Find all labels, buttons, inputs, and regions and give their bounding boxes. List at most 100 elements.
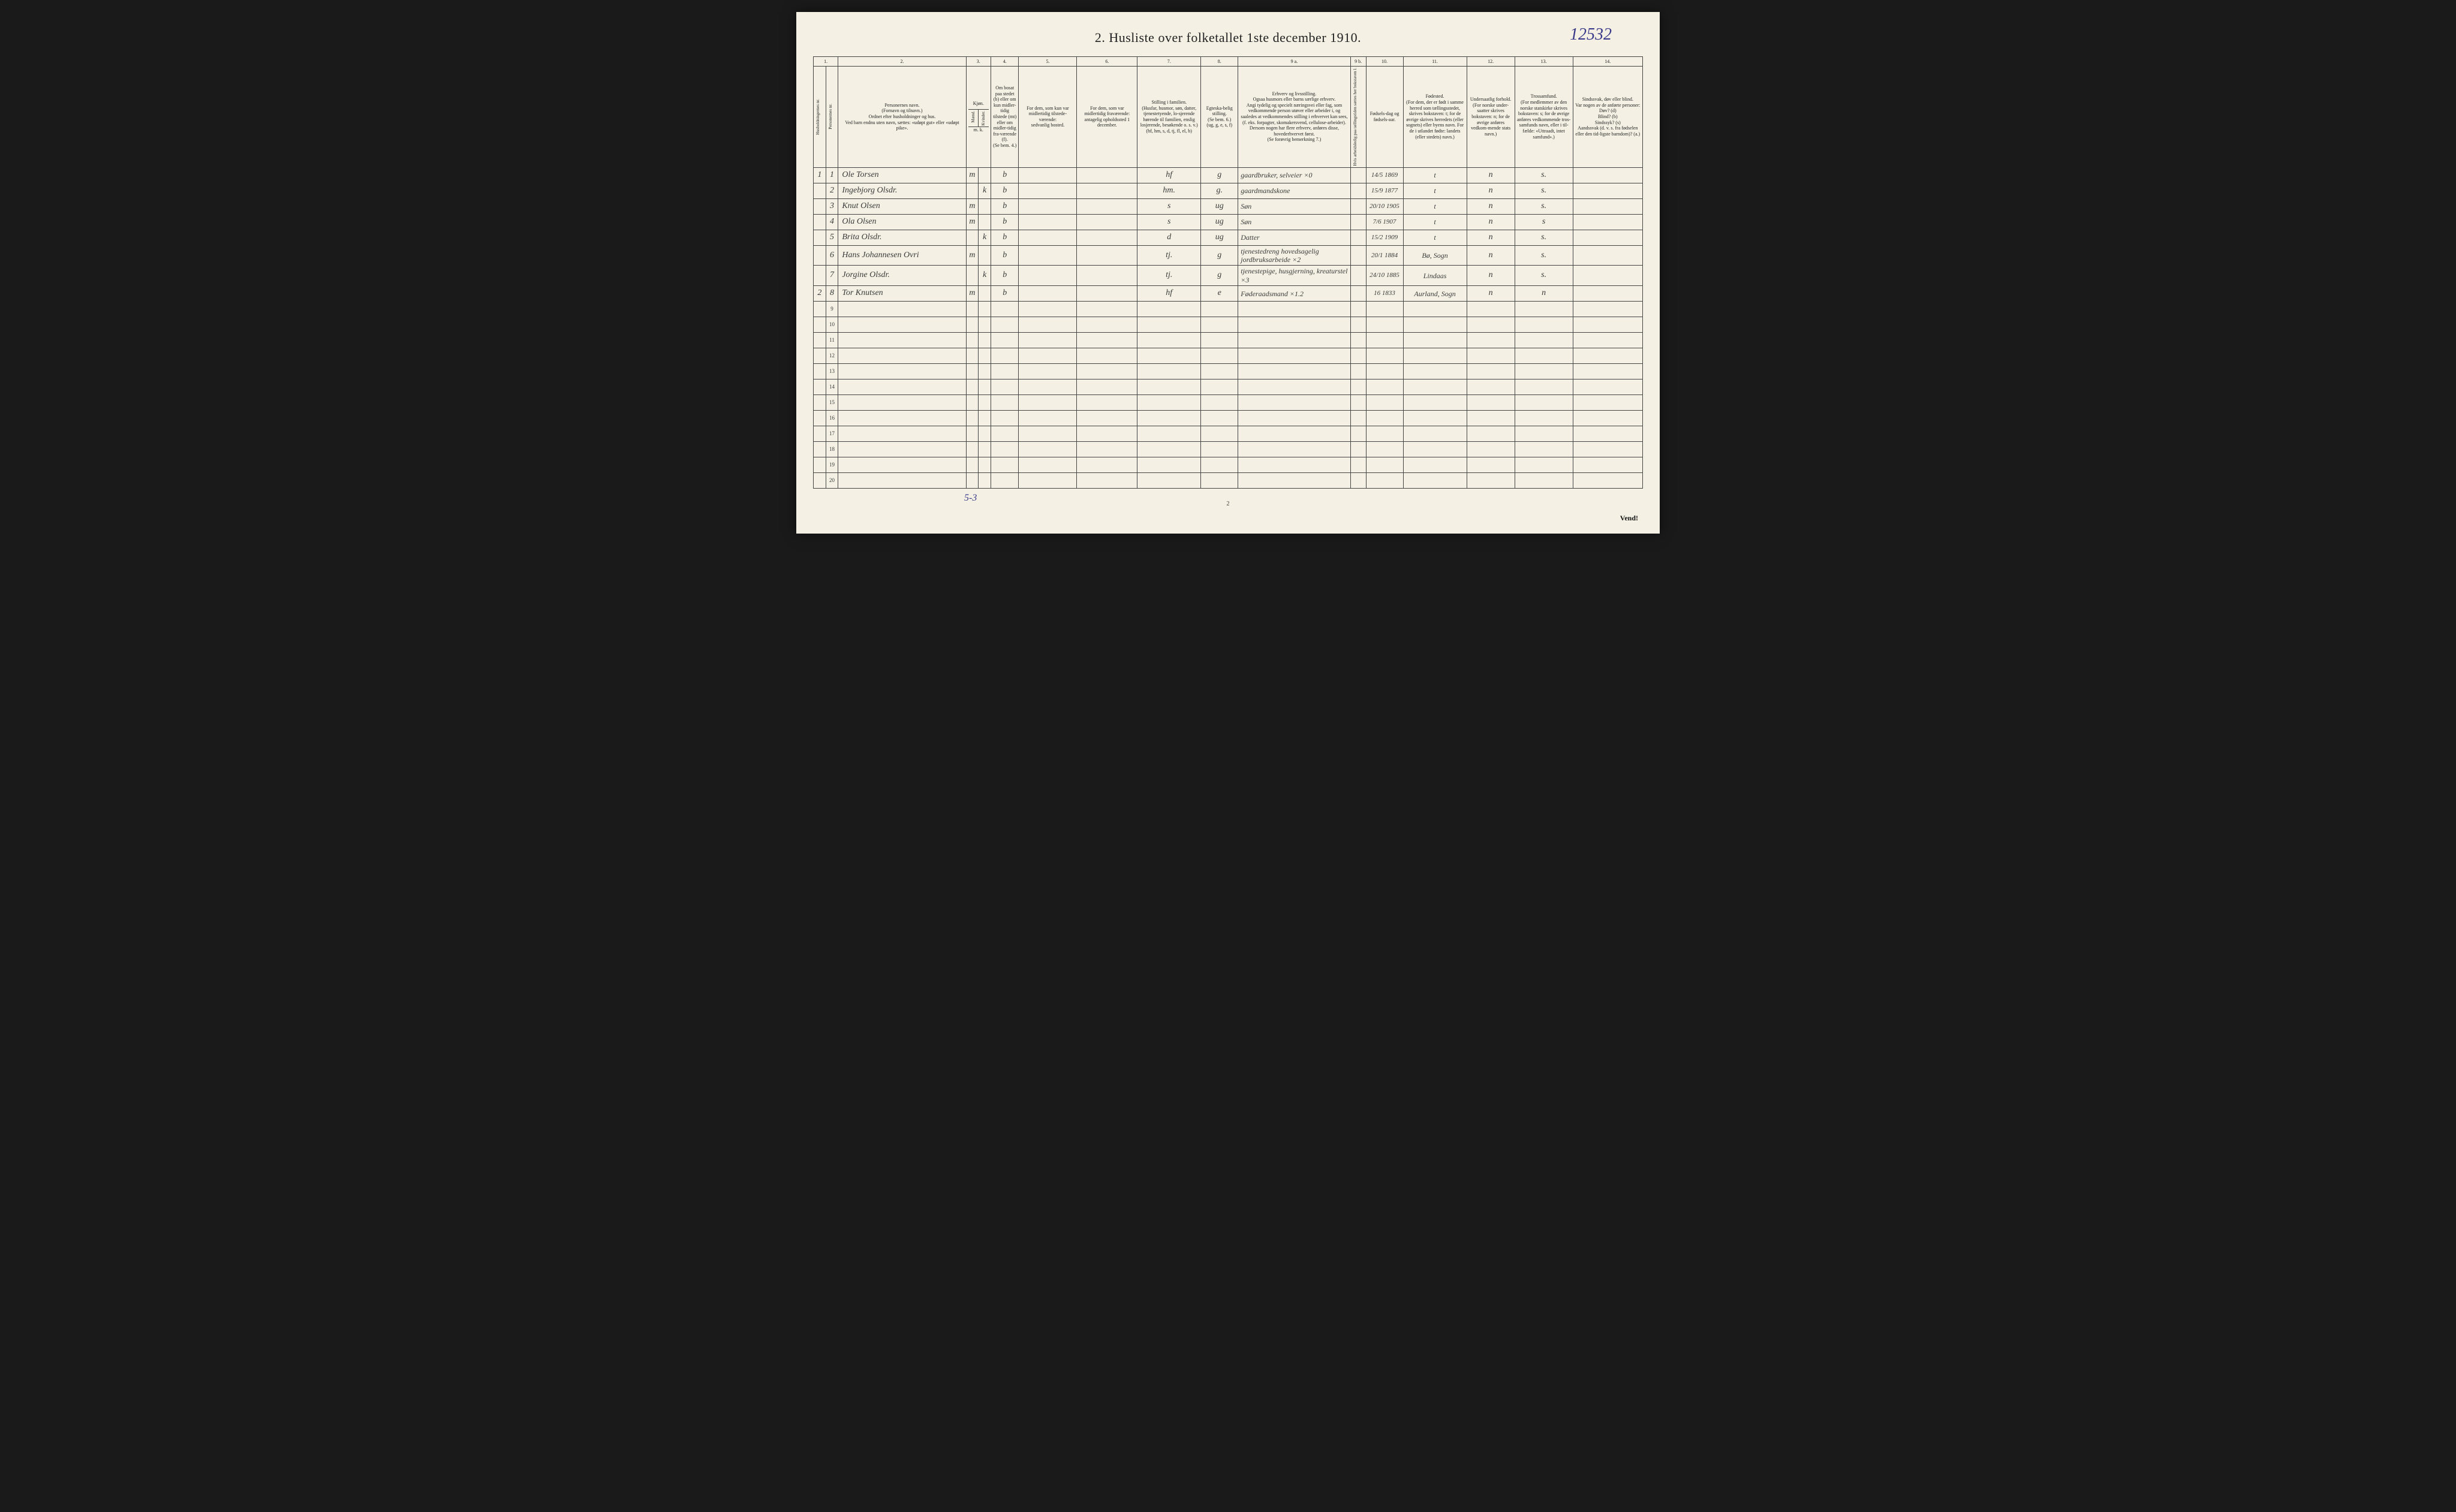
table-row: 3Knut OlsenmbsugSøn20/10 1905tns. (814, 198, 1643, 214)
cell-pn: 8 (826, 286, 838, 302)
cell-sex-k: k (979, 230, 991, 245)
cell-dob: 15/2 1909 (1366, 230, 1403, 245)
page-title: 2. Husliste over folketallet 1ste decemb… (813, 30, 1643, 46)
cell-dob: 7/6 1907 (1366, 214, 1403, 230)
cell-name: Tor Knutsen (838, 286, 966, 302)
cell-hh (814, 411, 826, 426)
col-num-2: 2. (838, 57, 966, 67)
col-num-6: 6. (1077, 57, 1137, 67)
cell-hh: 2 (814, 286, 826, 302)
cell-nat: n (1467, 214, 1515, 230)
cell-pn: 9 (826, 302, 838, 317)
cell-fam: tj. (1137, 266, 1201, 286)
cell-hh (814, 442, 826, 457)
census-table: 1. 2. 3. 4. 5. 6. 7. 8. 9 a. 9 b. 10. 11… (813, 56, 1643, 489)
cell-nat: n (1467, 266, 1515, 286)
cell-c5 (1019, 245, 1077, 266)
cell-l (1350, 286, 1366, 302)
cell-name: Jorgine Olsdr. (838, 266, 966, 286)
cell-sex-k (979, 167, 991, 183)
cell-occ: Søn (1238, 214, 1350, 230)
cell-sex-m: m (966, 245, 979, 266)
cell-dis (1573, 286, 1642, 302)
cell-dob: 15/9 1877 (1366, 183, 1403, 198)
cell-name: Ingebjorg Olsdr. (838, 183, 966, 198)
cell-fam: hf (1137, 167, 1201, 183)
cell-dis (1573, 183, 1642, 198)
col-disability: Sindssvak, døv eller blind. Var nogen av… (1573, 67, 1642, 168)
cell-occ: Søn (1238, 198, 1350, 214)
cell-fam: d (1137, 230, 1201, 245)
cell-hh (814, 245, 826, 266)
table-row-empty: 14 (814, 379, 1643, 395)
cell-fam: tj. (1137, 245, 1201, 266)
cell-c6 (1077, 266, 1137, 286)
cell-c5 (1019, 183, 1077, 198)
cell-sex-k (979, 286, 991, 302)
cell-res: b (991, 198, 1019, 214)
cell-sex-m: m (966, 286, 979, 302)
col-num-3: 3. (966, 57, 991, 67)
col-num-10: 10. (1366, 57, 1403, 67)
table-row: 7Jorgine Olsdr.kbtj.gtjenestepige, husgj… (814, 266, 1643, 286)
cell-pn: 20 (826, 473, 838, 489)
cell-empty (838, 473, 966, 489)
cell-c6 (1077, 214, 1137, 230)
cell-hh: 1 (814, 167, 826, 183)
cell-nat: n (1467, 230, 1515, 245)
cell-c6 (1077, 230, 1137, 245)
cell-pn: 12 (826, 348, 838, 364)
cell-empty (838, 333, 966, 348)
table-row-empty: 13 (814, 364, 1643, 379)
cell-l (1350, 183, 1366, 198)
cell-c5 (1019, 214, 1077, 230)
table-row: 2Ingebjorg Olsdr.kbhm.g.gaardmandskone15… (814, 183, 1643, 198)
cell-name: Brita Olsdr. (838, 230, 966, 245)
handwritten-annotation: 12532 (1570, 25, 1612, 44)
cell-nat: n (1467, 183, 1515, 198)
cell-pn: 16 (826, 411, 838, 426)
cell-empty (838, 379, 966, 395)
col-occupation: Erhverv og livsstilling. Ogsaa husmors e… (1238, 67, 1350, 168)
table-row-empty: 11 (814, 333, 1643, 348)
cell-nat: n (1467, 245, 1515, 266)
col-num-9b: 9 b. (1350, 57, 1366, 67)
cell-hh (814, 457, 826, 473)
col-unemployed: Hvis arbeidsledig paa tællingstiden sætt… (1350, 67, 1366, 168)
table-row-empty: 18 (814, 442, 1643, 457)
cell-pn: 4 (826, 214, 838, 230)
cell-birthplace: Lindaas (1403, 266, 1467, 286)
cell-name: Hans Johannesen Ovri (838, 245, 966, 266)
cell-mar: ug (1201, 230, 1238, 245)
col-num-13: 13. (1515, 57, 1573, 67)
cell-nat: n (1467, 167, 1515, 183)
col-temp-present: For dem, som kun var midlertidig tilsted… (1019, 67, 1077, 168)
table-body: 11Ole Torsenmbhfggaardbruker, selveier ×… (814, 167, 1643, 489)
col-marital: Egteska-belig stilling. (Se bem. 6.) (ug… (1201, 67, 1238, 168)
cell-mar: g (1201, 245, 1238, 266)
cell-mar: ug (1201, 214, 1238, 230)
cell-birthplace: t (1403, 183, 1467, 198)
page-number: 2 (1227, 501, 1230, 507)
cell-hh (814, 198, 826, 214)
table-row: 28Tor KnutsenmbhfeFøderaadsmand ×1.216 1… (814, 286, 1643, 302)
col-num-1: 1. (814, 57, 838, 67)
cell-pn: 7 (826, 266, 838, 286)
cell-sex-k: k (979, 266, 991, 286)
cell-c5 (1019, 198, 1077, 214)
table-row-empty: 15 (814, 395, 1643, 411)
cell-empty (838, 442, 966, 457)
cell-l (1350, 198, 1366, 214)
cell-c5 (1019, 286, 1077, 302)
cell-name: Ola Olsen (838, 214, 966, 230)
cell-occ: gaardmandskone (1238, 183, 1350, 198)
table-row-empty: 12 (814, 348, 1643, 364)
col-dob: Fødsels-dag og fødsels-aar. (1366, 67, 1403, 168)
cell-sex-m: m (966, 198, 979, 214)
cell-empty (838, 348, 966, 364)
cell-pn: 19 (826, 457, 838, 473)
cell-hh (814, 364, 826, 379)
cell-rel: s. (1515, 167, 1573, 183)
cell-dob: 24/10 1885 (1366, 266, 1403, 286)
cell-l (1350, 230, 1366, 245)
